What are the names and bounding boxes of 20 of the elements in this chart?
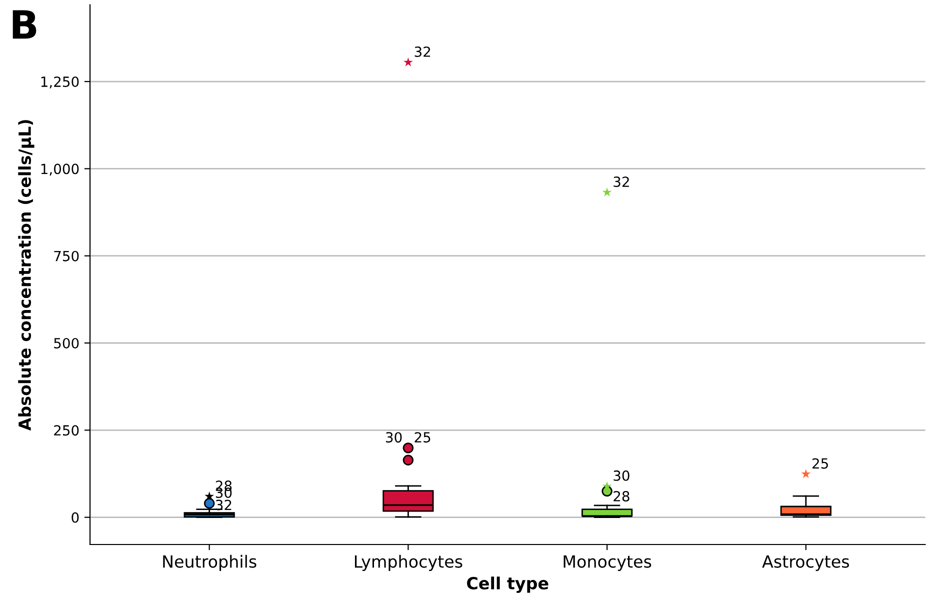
annotation: 25 — [812, 458, 828, 469]
annotation: 30 — [386, 432, 402, 443]
y-tick-label: 1,000 — [41, 164, 79, 176]
x-tick-label: Astrocytes — [762, 555, 849, 572]
x-tick-label: Lymphocytes — [354, 554, 462, 572]
annotation: 25 — [414, 432, 430, 443]
y-tick-label: 0 — [72, 512, 79, 523]
y-tick-label: 500 — [54, 338, 79, 348]
annotation: 32 — [414, 46, 430, 58]
chart-title: B — [12, 10, 36, 39]
annotation: 30 — [614, 470, 630, 481]
x-axis-title: Cell type — [467, 576, 548, 593]
y-tick-label: 750 — [54, 250, 79, 262]
annotation: 32 — [614, 176, 629, 188]
x-tick-label: Monocytes — [564, 555, 652, 572]
annotation: 28 — [614, 490, 630, 502]
y-tick-label: 250 — [54, 425, 79, 436]
y-tick-label: 1,250 — [41, 76, 79, 88]
y-axis-title: Absolute concentration (cells/µL) — [18, 120, 34, 431]
x-tick-label: Neutrophils — [163, 554, 256, 572]
